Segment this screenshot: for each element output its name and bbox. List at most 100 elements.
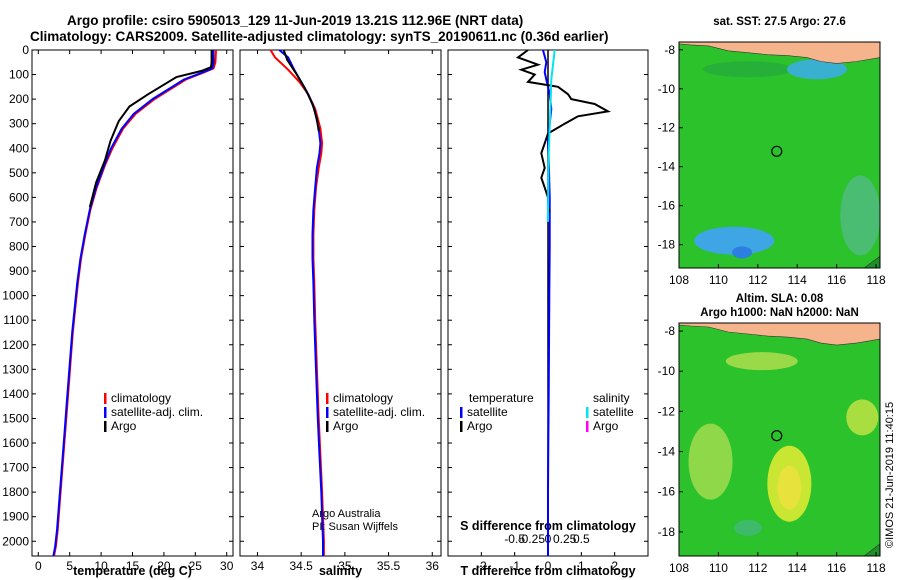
salinity-argo-line	[282, 49, 320, 132]
sst-map-title: sat. SST: 27.5 Argo: 27.6	[713, 16, 846, 28]
temperature-ytick-label: 1200	[2, 338, 29, 352]
sst-deep-blue-patch	[732, 246, 753, 259]
difference-temperature-legend-label: satellite	[467, 405, 508, 419]
sst-land	[678, 41, 881, 64]
salinity-xtick-label: 35.5	[377, 559, 401, 573]
temperature-xtick-label: 15	[126, 559, 140, 573]
imos-timestamp: ©IMOS 21-Jun-2019 11:40:15	[884, 402, 896, 548]
temperature-ytick-label: 1000	[2, 289, 29, 303]
difference-s-satellite-line	[547, 49, 556, 222]
sst-ytick-label: -16	[658, 199, 676, 213]
salinity-xtick-label: 36	[426, 559, 440, 573]
temperature-legend-label: climatology	[111, 391, 171, 405]
sst-map-frame	[678, 41, 881, 269]
salinity-climatology-line	[269, 49, 325, 556]
sla-map-title-line1: Altim. SLA: 0.08	[736, 293, 824, 305]
sla-ytick-label: -10	[658, 364, 676, 378]
salinity-satellite-line	[278, 49, 324, 556]
sla-xtick-label: 118	[866, 561, 885, 575]
sla-xtick-label: 110	[709, 561, 728, 575]
temperature-ytick-label: 800	[9, 240, 29, 254]
sst-map-panel: sat. SST: 27.5 Argo: 27.6 108 110 112 114 116…	[658, 16, 886, 287]
sst-ocean-patch	[702, 61, 793, 78]
sla-east-patch	[846, 399, 879, 436]
difference-salinity-tick-label: 0.25	[553, 532, 577, 546]
difference-xtick-label: 0	[545, 559, 552, 573]
sla-xtick-label: 112	[748, 561, 767, 575]
sla-light-patch	[688, 423, 733, 500]
temperature-ytick-label: 200	[9, 92, 29, 106]
salinity-legend-swatch	[326, 393, 329, 404]
temperature-xtick-label: 0	[35, 559, 42, 573]
salinity-legend-label: Argo	[333, 419, 359, 433]
salinity-xtick-label: 35	[338, 559, 352, 573]
difference-xtick-label: 2	[611, 559, 618, 573]
sla-map-frame	[678, 322, 881, 557]
sst-ytick-label: -14	[658, 160, 676, 174]
temperature-ytick-label: 100	[9, 68, 29, 82]
temperature-ytick-label: 1100	[3, 313, 29, 327]
sla-argo-location-marker	[771, 430, 783, 442]
temperature-legend-label: Argo	[111, 419, 137, 433]
sla-xtick-label: 114	[788, 561, 807, 575]
figure-title-line2: Climatology: CARS2009. Satellite-adjuste…	[30, 29, 608, 44]
sla-ytick-label: -14	[658, 445, 676, 459]
temperature-xtick-label: 30	[220, 559, 234, 573]
temperature-legend-label: satellite-adj. clim.	[111, 405, 203, 419]
temperature-argo-line	[88, 50, 213, 208]
difference-salinity-legend-swatch	[586, 407, 589, 418]
difference-t-argo-line	[515, 49, 611, 213]
sst-ytick-label: -10	[658, 82, 676, 96]
sla-north-patch	[725, 352, 798, 371]
salinity-annotation-line2: PI: Susan Wijffels	[312, 521, 398, 533]
temperature-ytick-label: 0	[22, 43, 29, 57]
sst-xtick-label: 114	[788, 273, 807, 287]
sla-ytick-label: -12	[658, 404, 676, 418]
sla-xtick-label: 108	[669, 561, 689, 575]
salinity-panel: 34 34.5 35 35.5 36 salinity climatologysatelli…	[239, 49, 442, 578]
sla-low-patch	[733, 519, 762, 536]
sst-ytick-label: -18	[658, 238, 676, 252]
difference-salinity-tick-label: -0.25	[518, 532, 546, 546]
salinity-annotation-line1: Argo Australia	[312, 508, 381, 520]
temperature-ytick-label: 400	[9, 141, 29, 155]
temperature-ytick-label: 900	[9, 264, 29, 278]
sla-land	[678, 322, 881, 346]
sst-xtick-label: 112	[748, 273, 767, 287]
salinity-xtick-label: 34.5	[289, 559, 313, 573]
difference-salinity-legend-swatch	[586, 421, 589, 432]
salinity-xlabel: salinity	[319, 564, 362, 578]
temperature-xtick-label: 25	[189, 559, 203, 573]
difference-legend-salinity-title: salinity	[593, 391, 630, 405]
salinity-legend-label: satellite-adj. clim.	[333, 405, 425, 419]
sla-map-title-line2: Argo h1000: NaN h2000: NaN	[700, 307, 859, 319]
temperature-ytick-label: 300	[9, 117, 29, 131]
temperature-legend-swatch	[104, 393, 107, 404]
temperature-ytick-label: 1800	[2, 485, 29, 499]
difference-temperature-legend-label: Argo	[467, 419, 493, 433]
sst-xtick-label: 110	[709, 273, 728, 287]
temperature-ytick-label: 500	[9, 166, 29, 180]
temperature-ytick-label: 700	[9, 215, 29, 229]
difference-temperature-legend-swatch	[460, 407, 463, 418]
figure-title-line1: Argo profile: csiro 5905013_129 11-Jun-2…	[67, 13, 523, 28]
sla-map-panel: Altim. SLA: 0.08 Argo h1000: NaN h2000: N…	[658, 293, 886, 575]
sst-argo-location-marker	[771, 145, 783, 157]
sst-teal-patch	[840, 175, 881, 256]
sla-ytick-label: -18	[658, 525, 676, 539]
temperature-ytick-label: 2000	[2, 534, 29, 548]
temperature-legend-swatch	[104, 407, 107, 418]
temperature-ytick-label: 1300	[2, 362, 29, 376]
temperature-xtick-label: 5	[66, 559, 73, 573]
sst-xtick-label: 118	[866, 273, 885, 287]
temperature-satellite-line	[52, 50, 215, 557]
temperature-ytick-label: 1600	[2, 436, 29, 450]
salinity-plot-frame	[239, 49, 442, 557]
salinity-legend-label: climatology	[333, 391, 393, 405]
temperature-panel: 0100200300400500600700800900100011001200…	[2, 43, 233, 578]
salinity-legend-swatch	[326, 421, 329, 432]
difference-salinity-tick-label: 0.5	[573, 532, 590, 546]
temperature-ytick-label: 1900	[2, 510, 29, 524]
